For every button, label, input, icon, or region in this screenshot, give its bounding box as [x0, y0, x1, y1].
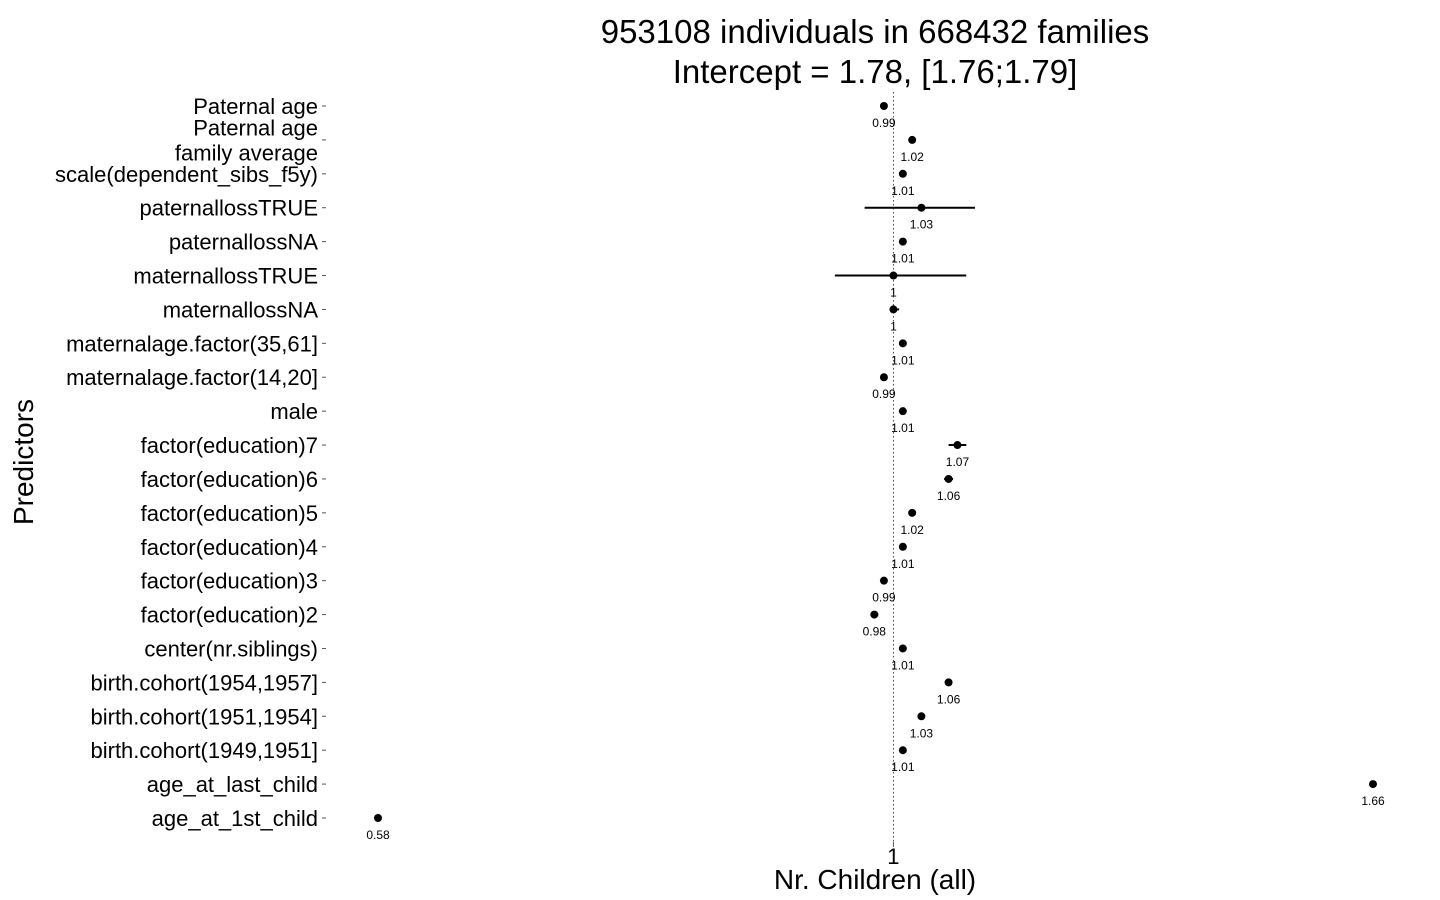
value-label: 1.01 [891, 252, 915, 266]
value-label: 1.03 [910, 218, 934, 232]
x-tick-label: 1 [887, 844, 899, 869]
value-label: 1.66 [1361, 794, 1385, 808]
value-label: 1.07 [946, 455, 970, 469]
value-label: 0.99 [872, 116, 896, 130]
plot-area: Paternal age 0.99 Paternal age family avera… [55, 92, 1385, 847]
value-label: 0.98 [863, 625, 887, 639]
value-label: 1.03 [910, 726, 934, 740]
category-label: age_at_last_child [147, 772, 318, 797]
value-label: 1.01 [891, 658, 915, 672]
chart-subtitle: Intercept = 1.78, [1.76;1.79] [673, 53, 1078, 90]
category-label: factor(education)7 [141, 433, 318, 458]
value-label: 1.01 [891, 184, 915, 198]
estimate-point [374, 814, 382, 822]
estimate-point [944, 474, 953, 483]
category-label: birth.cohort(1949,1951] [91, 738, 319, 763]
estimate-point [917, 712, 926, 721]
estimate-point [1369, 780, 1377, 789]
value-label: 0.58 [366, 828, 390, 842]
estimate-point [898, 542, 907, 551]
value-label: 1.01 [891, 353, 915, 367]
estimate-point [898, 407, 907, 416]
estimate-point [870, 610, 879, 619]
category-label: maternalage.factor(35,61] [66, 331, 318, 356]
chart-title: 953108 individuals in 668432 families [601, 13, 1150, 50]
estimate-point [953, 441, 962, 450]
estimate-point [889, 271, 898, 280]
value-label: 1.06 [937, 489, 961, 503]
estimate-point [908, 508, 917, 517]
category-label: factor(education)4 [141, 535, 318, 560]
category-label: factor(education)5 [141, 501, 318, 526]
category-label: Paternal age family average [175, 115, 318, 165]
category-label: factor(education)6 [141, 467, 318, 492]
value-label: 1.02 [900, 523, 924, 537]
category-label: factor(education)3 [141, 569, 318, 594]
category-label: maternallossNA [163, 297, 319, 322]
value-label: 1.01 [891, 760, 915, 774]
x-axis-title: Nr. Children (all) [774, 864, 976, 895]
category-label: maternallossTRUE [133, 264, 318, 289]
y-axis-title: Predictors [8, 399, 39, 525]
estimate-point [908, 135, 917, 144]
value-label: 1.01 [891, 557, 915, 571]
value-label: 1 [890, 319, 897, 333]
category-label: paternallossNA [169, 230, 319, 255]
category-label: scale(dependent_sibs_f5y) [55, 162, 318, 187]
category-label: birth.cohort(1954,1957] [91, 670, 319, 695]
estimate-point [879, 576, 888, 585]
estimate-point [898, 339, 907, 348]
estimate-point [898, 237, 907, 246]
value-label: 1.01 [891, 421, 915, 435]
estimate-point [889, 305, 898, 314]
category-label: paternallossTRUE [139, 196, 318, 221]
value-label: 1.02 [900, 150, 924, 164]
value-label: 1.06 [937, 692, 961, 706]
estimate-point [879, 102, 888, 110]
category-label: birth.cohort(1951,1954] [91, 704, 319, 729]
category-label: age_at_1st_child [152, 806, 318, 831]
value-label: 1 [890, 286, 897, 300]
value-label: 0.99 [872, 591, 896, 605]
category-label: male [270, 399, 318, 424]
category-label: Paternal age [193, 94, 318, 119]
category-label: maternalage.factor(14,20] [66, 365, 318, 390]
value-label: 0.99 [872, 387, 896, 401]
estimate-point [917, 203, 926, 212]
estimate-point [898, 746, 907, 755]
estimate-point [898, 169, 907, 178]
category-label: center(nr.siblings) [144, 636, 318, 661]
estimate-point [898, 644, 907, 653]
estimate-point [879, 373, 888, 382]
estimate-point [944, 678, 953, 687]
category-label: factor(education)2 [141, 603, 318, 628]
